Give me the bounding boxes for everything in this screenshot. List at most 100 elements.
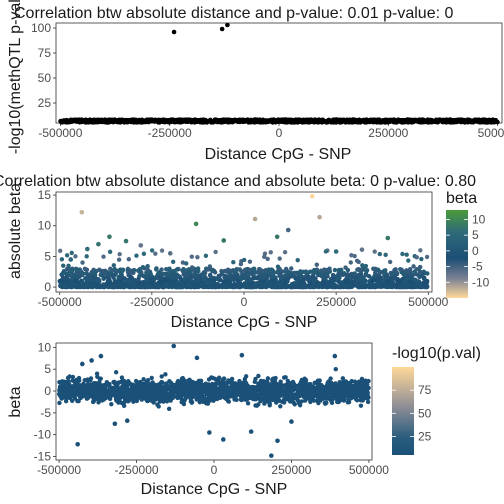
- data-point: [113, 370, 119, 375]
- data-point: [345, 400, 351, 405]
- x-tick-label: 0: [276, 126, 283, 140]
- data-point: [215, 377, 221, 383]
- outlier-point: [79, 209, 85, 215]
- data-point: [222, 273, 227, 279]
- y-tick-label: 5: [44, 249, 51, 263]
- data-point: [195, 266, 201, 271]
- data-point: [164, 271, 169, 276]
- data-point: [330, 284, 335, 290]
- data-point: [424, 254, 430, 260]
- data-point: [265, 278, 270, 284]
- data-point: [278, 281, 283, 287]
- data-point: [280, 119, 286, 125]
- data-point: [189, 254, 195, 259]
- data-point: [327, 281, 332, 286]
- data-point: [283, 284, 289, 290]
- data-point: [482, 119, 487, 125]
- data-point: [400, 251, 405, 257]
- data-point: [89, 271, 94, 276]
- data-point: [154, 118, 160, 123]
- data-point: [61, 263, 66, 268]
- data-point: [380, 118, 386, 123]
- data-point: [391, 119, 396, 125]
- panel-2: Correlation btw absolute distance and ab…: [0, 173, 490, 331]
- data-point: [127, 380, 132, 386]
- data-point: [107, 277, 112, 282]
- outlier-point: [252, 216, 258, 222]
- data-point: [372, 249, 377, 254]
- data-point: [325, 119, 330, 124]
- data-point: [435, 117, 440, 123]
- data-point: [337, 273, 342, 278]
- data-point: [383, 274, 388, 280]
- data-point: [359, 273, 364, 278]
- data-point: [257, 267, 262, 272]
- data-point: [356, 117, 362, 122]
- data-point: [204, 119, 209, 124]
- data-point: [265, 376, 271, 381]
- data-point: [169, 284, 175, 290]
- data-point: [395, 279, 400, 284]
- data-point: [159, 267, 164, 272]
- data-point: [351, 117, 357, 122]
- data-point: [465, 120, 471, 125]
- data-point: [181, 266, 186, 272]
- data-point: [70, 378, 75, 383]
- data-point: [375, 267, 381, 272]
- data-point: [248, 119, 253, 125]
- data-point: [137, 267, 143, 273]
- data-point: [356, 259, 361, 265]
- data-point: [300, 284, 306, 289]
- data-point: [387, 119, 392, 124]
- legend-tick-label: 5: [472, 228, 479, 242]
- data-point: [402, 279, 407, 284]
- data-point: [112, 266, 117, 272]
- x-tick-label: 0: [241, 295, 248, 309]
- data-point: [388, 283, 393, 288]
- data-point: [430, 118, 435, 123]
- x-tick-label: 250000: [316, 295, 356, 309]
- data-point: [139, 118, 144, 123]
- outlier-point: [359, 247, 365, 252]
- data-point: [153, 284, 158, 290]
- data-point: [213, 249, 218, 255]
- data-point: [418, 248, 423, 253]
- outlier-point: [309, 193, 315, 199]
- data-point: [361, 282, 366, 287]
- y-tick-label: 0: [44, 280, 51, 294]
- data-point: [88, 277, 93, 282]
- panel-2-x-axis: -500000 -250000 0 250000 500000: [38, 292, 449, 309]
- data-point: [195, 254, 200, 260]
- panel-1-points: [58, 22, 500, 125]
- data-point: [154, 266, 159, 271]
- panel-2-title: Correlation btw absolute distance and ab…: [0, 173, 476, 190]
- data-point: [337, 284, 342, 290]
- data-point: [203, 253, 209, 258]
- data-point: [68, 284, 74, 290]
- data-point: [272, 284, 277, 290]
- data-point: [231, 282, 237, 287]
- data-point: [144, 270, 149, 275]
- data-point: [343, 265, 348, 270]
- data-point: [346, 117, 351, 123]
- data-point: [91, 281, 96, 286]
- panel-3-x-axis: -500000 -250000 0 250000 500000: [37, 460, 389, 477]
- data-point: [84, 254, 89, 259]
- data-point: [232, 275, 238, 280]
- data-point: [241, 257, 247, 263]
- data-point: [169, 274, 174, 279]
- data-point: [145, 265, 150, 271]
- data-point: [95, 284, 101, 289]
- data-point: [166, 406, 172, 412]
- data-point: [412, 278, 418, 283]
- data-point: [239, 284, 245, 289]
- y-tick-label: 100: [31, 21, 51, 35]
- data-point: [349, 253, 354, 258]
- outlier-point: [85, 246, 90, 252]
- data-point: [451, 119, 457, 125]
- data-point: [207, 273, 213, 278]
- panel-2-y-label: absolute beta: [7, 183, 24, 279]
